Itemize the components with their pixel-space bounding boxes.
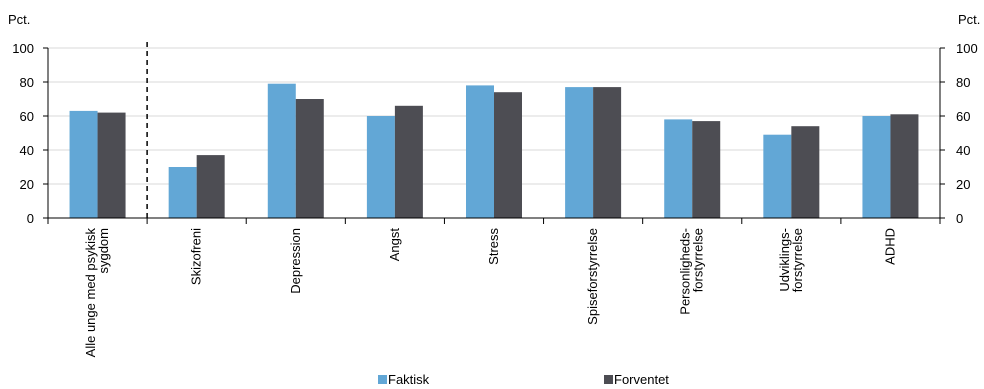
y-tick-label-left: 20: [20, 177, 34, 192]
legend-label-faktisk: Faktisk: [388, 372, 430, 387]
y-tick-label-left: 60: [20, 109, 34, 124]
y-axis-unit-right: Pct.: [958, 12, 980, 27]
axes: [43, 42, 945, 224]
bar-forventet: [692, 121, 721, 218]
y-tick-label-right: 80: [956, 75, 970, 90]
y-tick-label-right: 60: [956, 109, 970, 124]
bar-forventet: [97, 112, 126, 218]
bar-faktisk: [466, 85, 494, 219]
y-tick-label-left: 100: [12, 41, 34, 56]
bar-faktisk: [565, 87, 594, 218]
bar-forventet: [791, 126, 820, 218]
category-label: forstyrrelse: [691, 228, 706, 292]
bars: [69, 83, 919, 219]
category-label: Alle unge med psykisk: [83, 228, 98, 358]
y-axis-unit-left: Pct.: [8, 12, 30, 27]
category-label: Spiseforstyrrelse: [585, 228, 600, 325]
bar-forventet: [890, 114, 919, 218]
y-tick-label-right: 0: [956, 211, 963, 226]
category-label: Depression: [288, 228, 303, 294]
y-tick-label-right: 100: [956, 41, 978, 56]
bar-forventet: [196, 155, 225, 218]
legend-swatch-forventet: [604, 375, 613, 384]
category-label: ADHD: [882, 228, 897, 265]
y-tick-label-left: 40: [20, 143, 34, 158]
legend-label-forventet: Forventet: [614, 372, 669, 387]
category-label: Personligheds-: [678, 228, 693, 315]
bar-faktisk: [664, 119, 693, 218]
category-label: sygdom: [96, 228, 111, 274]
category-label: Udviklings-: [777, 228, 792, 292]
legend-swatch-faktisk: [378, 375, 387, 384]
legend: Faktisk Forventet: [378, 372, 669, 387]
bar-faktisk: [69, 110, 98, 218]
category-label: Stress: [486, 228, 501, 265]
bar-forventet: [394, 105, 423, 218]
bar-faktisk: [862, 116, 891, 218]
bar-forventet: [295, 99, 324, 218]
category-label: Angst: [387, 228, 402, 262]
category-label: forstyrrelse: [790, 228, 805, 292]
bar-forventet: [593, 87, 622, 218]
y-tick-label-left: 0: [27, 211, 34, 226]
bar-faktisk: [366, 116, 395, 218]
bar-forventet: [494, 92, 522, 218]
bar-faktisk: [763, 134, 792, 218]
bar-faktisk: [168, 167, 197, 218]
y-tick-label-right: 20: [956, 177, 970, 192]
y-tick-label-left: 80: [20, 75, 34, 90]
tick-labels: 0 0 20 20 40 40 60 60 80 80 100 100: [12, 41, 977, 226]
y-tick-label-right: 40: [956, 143, 970, 158]
bar-faktisk: [267, 83, 296, 218]
category-label: Skizofreni: [189, 228, 204, 285]
